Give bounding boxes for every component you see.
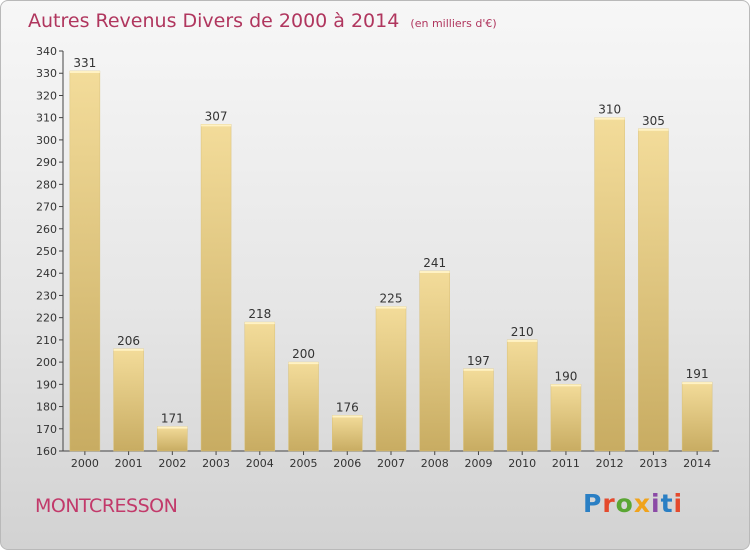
y-tick-label: 190 [36,378,57,391]
labels-group: 331 2000 206 2001 171 2002 307 2003 218 2004 200 20… [71,56,711,470]
bar-value-label: 310 [598,103,621,117]
y-tick-label: 160 [36,445,57,458]
bar-value-label: 307 [205,109,228,123]
y-tick-label: 170 [36,423,57,436]
y-tick-label: 260 [36,223,57,236]
y-tick-label: 220 [36,312,57,325]
bar-value-label: 176 [336,400,359,414]
x-tick-label: 2002 [158,457,186,470]
x-tick-label: 2013 [639,457,667,470]
bar-highlight [201,124,232,127]
x-tick-label: 2006 [333,457,361,470]
x-tick-label: 2014 [683,457,711,470]
bar-highlight [244,322,275,325]
bar [463,368,494,452]
x-tick-label: 2000 [71,457,99,470]
bar-highlight [376,306,406,309]
bar-value-label: 200 [292,347,315,361]
chart-title-block: Autres Revenus Divers de 2000 à 2014 (en… [28,10,497,32]
x-tick-label: 2005 [290,457,318,470]
bar [419,270,450,452]
y-tick-label: 320 [36,89,57,102]
bar [375,306,407,452]
bar [288,361,319,452]
bar-value-label: 331 [73,56,96,70]
y-tick-label: 270 [36,201,57,214]
proxiti-logo: Proxiti [583,489,684,518]
bar-highlight [332,415,363,418]
y-tick-label: 280 [36,178,57,191]
bar [506,339,538,452]
bar-value-label: 241 [423,256,446,270]
bar-highlight [157,426,188,429]
commune-name: MONTCRESSON [35,495,178,517]
x-tick-label: 2012 [596,457,624,470]
bar-highlight [463,368,494,371]
bar [200,124,232,452]
bar [550,384,582,452]
chart-subtitle: (en milliers d'€) [410,17,497,30]
bar-highlight [507,339,538,342]
y-tick-label: 200 [36,356,57,369]
y-tick-label: 230 [36,289,57,302]
y-tick-label: 310 [36,112,57,125]
x-tick-label: 2009 [464,457,492,470]
bar-highlight [682,382,713,385]
bar [69,70,101,452]
y-tick-label: 300 [36,134,57,147]
bar-value-label: 206 [117,334,140,348]
y-tick-label: 340 [36,45,57,58]
x-tick-label: 2001 [115,457,143,470]
x-tick-label: 2010 [508,457,536,470]
bar-value-label: 225 [380,292,403,306]
bar-highlight [638,128,669,131]
bar-value-label: 305 [642,114,665,128]
x-tick-label: 2011 [552,457,580,470]
bar-highlight [69,71,100,73]
bar-highlight [594,117,625,120]
y-tick-label: 210 [36,334,57,347]
y-tick-label: 180 [36,401,57,414]
y-tick-label: 330 [36,67,57,80]
bar [244,321,276,452]
y-tick-label: 290 [36,156,57,169]
bar-highlight [113,348,144,351]
bar-highlight [419,271,450,273]
bar [681,381,713,452]
x-tick-label: 2007 [377,457,405,470]
x-tick-label: 2008 [421,457,449,470]
bar [157,426,188,452]
bar [332,415,363,452]
bar-value-label: 197 [467,354,490,368]
x-tick-label: 2004 [246,457,274,470]
chart-title: Autres Revenus Divers de 2000 à 2014 [28,10,400,32]
bar [594,117,625,452]
bar [638,128,669,452]
x-tick-label: 2003 [202,457,230,470]
bar-value-label: 218 [248,307,271,321]
bar [113,348,144,452]
bar-highlight [288,362,319,365]
y-tick-label: 250 [36,245,57,258]
bar-value-label: 191 [686,367,709,381]
bar-value-label: 171 [161,412,184,426]
bars-group [69,70,713,452]
bar-value-label: 190 [554,369,577,383]
y-tick-label: 240 [36,267,57,280]
bar-highlight [550,384,581,387]
bar-value-label: 210 [511,325,534,339]
